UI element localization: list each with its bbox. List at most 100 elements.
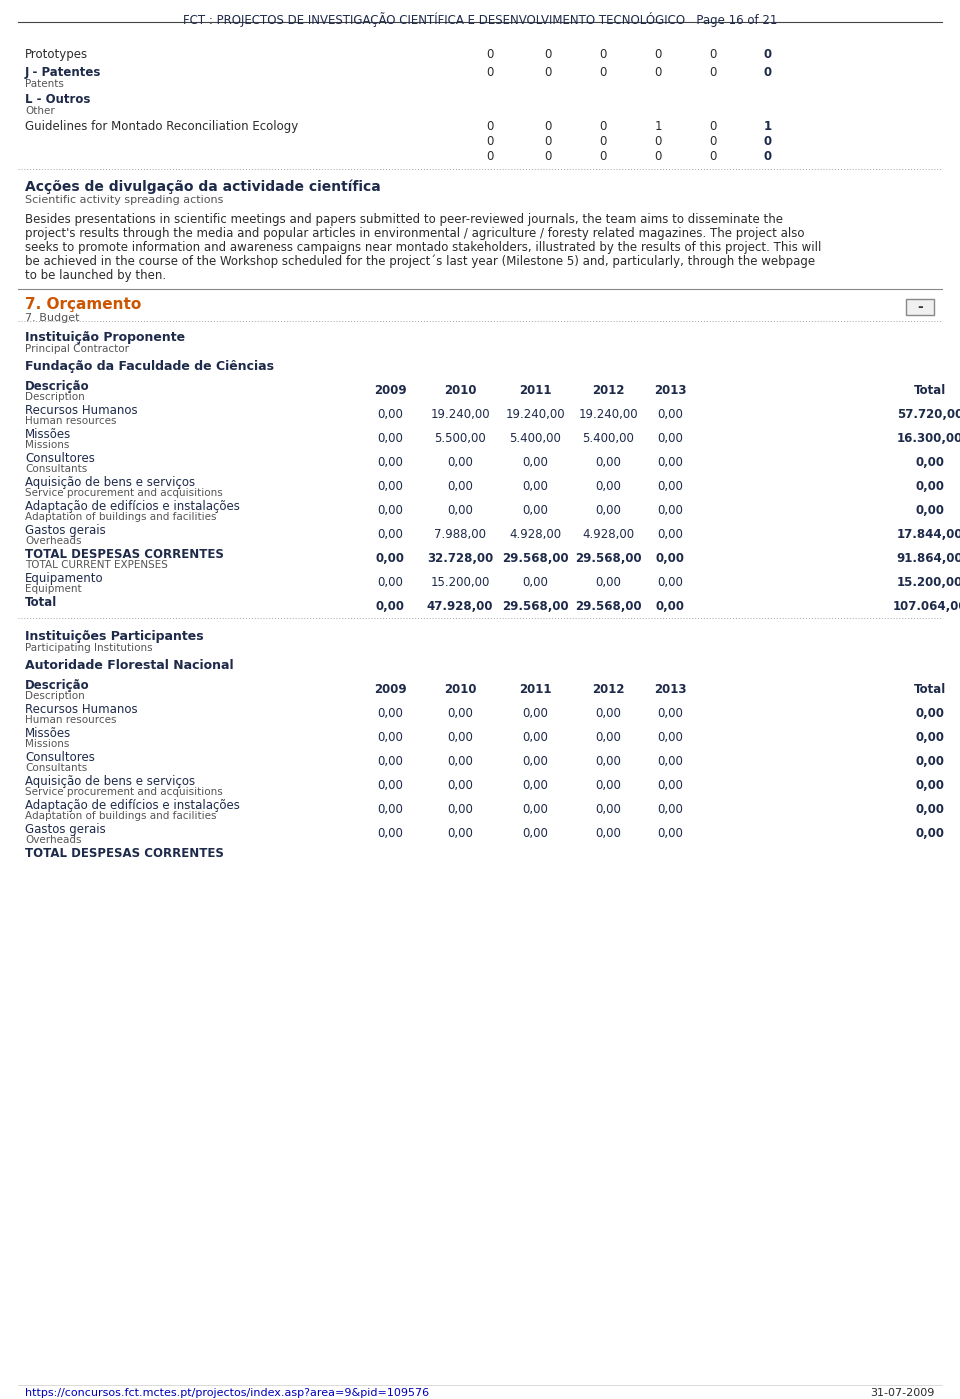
- Text: 7. Budget: 7. Budget: [25, 313, 80, 323]
- Text: 0,00: 0,00: [657, 504, 683, 518]
- Text: 2012: 2012: [591, 383, 624, 397]
- Text: Description: Description: [25, 392, 84, 402]
- Text: TOTAL CURRENT EXPENSES: TOTAL CURRENT EXPENSES: [25, 560, 168, 569]
- Text: 4.928,00: 4.928,00: [582, 527, 634, 541]
- Text: 0,00: 0,00: [522, 576, 548, 589]
- Text: 0: 0: [655, 134, 661, 148]
- Text: Fundação da Faculdade de Ciências: Fundação da Faculdade de Ciências: [25, 360, 274, 374]
- Text: Gastos gerais: Gastos gerais: [25, 525, 106, 537]
- Text: Service procurement and acquisitions: Service procurement and acquisitions: [25, 788, 223, 797]
- Text: 0,00: 0,00: [657, 409, 683, 421]
- Text: https://concursos.fct.mctes.pt/projectos/index.asp?area=9&pid=109576: https://concursos.fct.mctes.pt/projectos…: [25, 1388, 429, 1398]
- Text: 0,00: 0,00: [657, 732, 683, 744]
- Text: Description: Description: [25, 691, 84, 701]
- Text: 0,00: 0,00: [377, 803, 403, 816]
- Text: 0,00: 0,00: [447, 803, 473, 816]
- Text: Consultores: Consultores: [25, 452, 95, 464]
- Text: 0,00: 0,00: [657, 803, 683, 816]
- Text: -: -: [917, 299, 923, 313]
- Text: 0: 0: [544, 66, 552, 78]
- Text: 0,00: 0,00: [595, 504, 621, 518]
- Text: Guidelines for Montado Reconciliation Ecology: Guidelines for Montado Reconciliation Ec…: [25, 120, 299, 133]
- Text: 0,00: 0,00: [522, 480, 548, 492]
- Text: 0,00: 0,00: [522, 504, 548, 518]
- Text: 0: 0: [764, 48, 772, 62]
- Text: 29.568,00: 29.568,00: [502, 553, 568, 565]
- Text: 0: 0: [764, 66, 772, 78]
- Text: Missions: Missions: [25, 441, 69, 450]
- Text: Other: Other: [25, 106, 55, 116]
- Text: Consultores: Consultores: [25, 751, 95, 764]
- Text: Patents: Patents: [25, 78, 64, 90]
- Text: 15.200,00: 15.200,00: [430, 576, 490, 589]
- Text: 0,00: 0,00: [447, 480, 473, 492]
- Text: 0,00: 0,00: [657, 706, 683, 720]
- Text: Instituições Participantes: Instituições Participantes: [25, 630, 204, 644]
- Text: 2011: 2011: [518, 683, 551, 695]
- Text: 0,00: 0,00: [595, 803, 621, 816]
- Text: 0,00: 0,00: [447, 732, 473, 744]
- Text: 0,00: 0,00: [657, 527, 683, 541]
- Text: 0: 0: [544, 48, 552, 62]
- Text: 0,00: 0,00: [377, 409, 403, 421]
- Text: 2011: 2011: [518, 383, 551, 397]
- Text: Total: Total: [914, 383, 947, 397]
- Text: 32.728,00: 32.728,00: [427, 553, 493, 565]
- Text: 15.200,00: 15.200,00: [897, 576, 960, 589]
- Text: 0: 0: [599, 48, 607, 62]
- Text: Descrição: Descrição: [25, 381, 89, 393]
- Text: Recursos Humanos: Recursos Humanos: [25, 404, 137, 417]
- Text: 0: 0: [544, 134, 552, 148]
- Text: 47.928,00: 47.928,00: [427, 600, 493, 613]
- Text: 107.064,00: 107.064,00: [893, 600, 960, 613]
- Text: Missões: Missões: [25, 428, 71, 441]
- Text: 0,00: 0,00: [916, 755, 945, 768]
- Text: Missões: Missões: [25, 727, 71, 740]
- Text: 0,00: 0,00: [447, 779, 473, 792]
- Text: Recursos Humanos: Recursos Humanos: [25, 704, 137, 716]
- Text: 0,00: 0,00: [916, 803, 945, 816]
- Text: 0,00: 0,00: [656, 553, 684, 565]
- Text: 0,00: 0,00: [916, 827, 945, 839]
- Text: 0: 0: [599, 66, 607, 78]
- Text: 0,00: 0,00: [522, 803, 548, 816]
- Text: 0,00: 0,00: [657, 456, 683, 469]
- Text: L - Outros: L - Outros: [25, 92, 90, 106]
- Text: Equipment: Equipment: [25, 583, 82, 595]
- Text: 0,00: 0,00: [595, 779, 621, 792]
- Text: 17.844,00: 17.844,00: [897, 527, 960, 541]
- Text: 7. Orçamento: 7. Orçamento: [25, 297, 141, 312]
- Text: 0,00: 0,00: [377, 480, 403, 492]
- Text: 0,00: 0,00: [522, 755, 548, 768]
- Text: J - Patentes: J - Patentes: [25, 66, 102, 78]
- Text: 0: 0: [487, 150, 493, 164]
- Text: 0,00: 0,00: [377, 527, 403, 541]
- Text: 2009: 2009: [373, 683, 406, 695]
- Text: Prototypes: Prototypes: [25, 48, 88, 62]
- Text: 0: 0: [544, 150, 552, 164]
- Text: Adaptation of buildings and facilities: Adaptation of buildings and facilities: [25, 512, 217, 522]
- Text: 0: 0: [709, 66, 717, 78]
- Text: 5.400,00: 5.400,00: [509, 432, 561, 445]
- Text: 0,00: 0,00: [377, 504, 403, 518]
- Text: 0,00: 0,00: [447, 504, 473, 518]
- Text: Scientific activity spreading actions: Scientific activity spreading actions: [25, 194, 224, 206]
- Text: 0: 0: [487, 66, 493, 78]
- Text: 0,00: 0,00: [657, 432, 683, 445]
- Text: 2010: 2010: [444, 683, 476, 695]
- Text: 0: 0: [709, 48, 717, 62]
- Text: 0,00: 0,00: [595, 706, 621, 720]
- Text: 0,00: 0,00: [377, 456, 403, 469]
- Text: 0,00: 0,00: [522, 779, 548, 792]
- Text: 4.928,00: 4.928,00: [509, 527, 561, 541]
- Text: 0,00: 0,00: [522, 827, 548, 839]
- Text: FCT : PROJECTOS DE INVESTIGAÇÃO CIENTÍFICA E DESENVOLVIMENTO TECNOLÓGICO   Page : FCT : PROJECTOS DE INVESTIGAÇÃO CIENTÍFI…: [182, 13, 778, 27]
- Text: Participating Institutions: Participating Institutions: [25, 644, 153, 653]
- Text: 1: 1: [764, 120, 772, 133]
- Text: 0,00: 0,00: [657, 779, 683, 792]
- Text: 0,00: 0,00: [595, 827, 621, 839]
- Text: 0,00: 0,00: [522, 732, 548, 744]
- Text: 0: 0: [487, 48, 493, 62]
- Text: 0,00: 0,00: [375, 600, 404, 613]
- Text: 0: 0: [487, 134, 493, 148]
